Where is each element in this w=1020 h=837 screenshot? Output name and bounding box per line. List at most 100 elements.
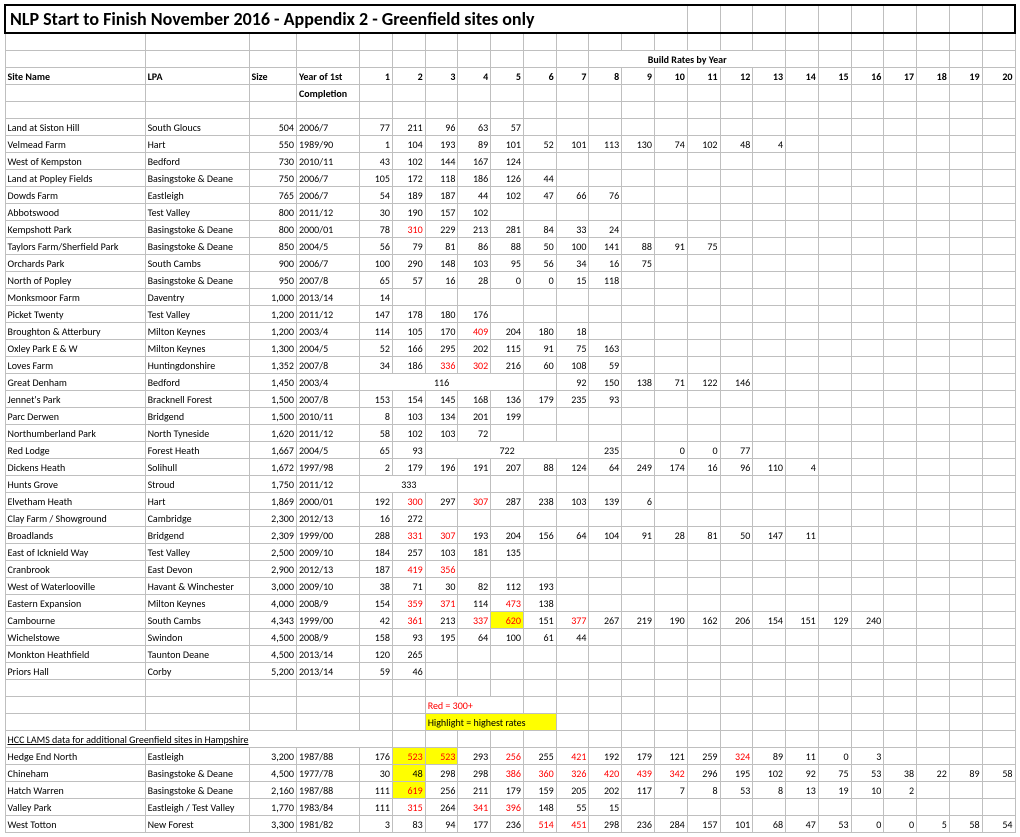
- year: 2006/7: [296, 119, 359, 136]
- value-cell: [982, 442, 1015, 459]
- value-cell: [458, 561, 491, 578]
- value-cell: 64: [589, 459, 622, 476]
- value-cell: [949, 187, 982, 204]
- site-name: Kempshott Park: [5, 221, 145, 238]
- value-cell: 54: [360, 187, 393, 204]
- value-cell: [884, 510, 917, 527]
- value-cell: 53: [818, 816, 851, 833]
- value-cell: [654, 187, 687, 204]
- value-cell: [786, 493, 819, 510]
- value-cell: 168: [458, 391, 491, 408]
- value-cell: 298: [425, 765, 458, 782]
- value-cell: 287: [491, 493, 524, 510]
- value-cell: [654, 289, 687, 306]
- value-cell: 136: [491, 391, 524, 408]
- value-cell: 11: [786, 748, 819, 765]
- value-cell: [982, 459, 1015, 476]
- year: 2013/14: [296, 646, 359, 663]
- value-cell: [818, 306, 851, 323]
- value-cell: 177: [458, 816, 491, 833]
- value-cell: [491, 425, 524, 442]
- value-cell: [884, 238, 917, 255]
- value-cell: 7: [654, 782, 687, 799]
- value-cell: [720, 425, 753, 442]
- size: 3,000: [249, 578, 296, 595]
- value-cell: 86: [458, 238, 491, 255]
- value-cell: [523, 374, 556, 391]
- value-cell: [556, 153, 589, 170]
- value-cell: [622, 391, 655, 408]
- value-cell: [622, 561, 655, 578]
- value-cell: [753, 306, 786, 323]
- value-cell: [884, 646, 917, 663]
- value-cell: [654, 629, 687, 646]
- site-name: Great Denham: [5, 374, 145, 391]
- value-cell: 65: [360, 272, 393, 289]
- value-cell: [753, 323, 786, 340]
- lpa: Forest Heath: [145, 442, 249, 459]
- value-cell: [786, 306, 819, 323]
- value-cell: [917, 595, 950, 612]
- value-cell: 138: [622, 374, 655, 391]
- value-cell: [720, 170, 753, 187]
- value-cell: [851, 204, 884, 221]
- value-cell: 8: [360, 408, 393, 425]
- value-cell: [917, 544, 950, 561]
- value-cell: 342: [654, 765, 687, 782]
- value-cell: [720, 476, 753, 493]
- value-cell: 77: [360, 119, 393, 136]
- value-cell: [949, 204, 982, 221]
- col-year-2: 2: [392, 68, 425, 85]
- value-cell: [851, 510, 884, 527]
- year: 2012/13: [296, 561, 359, 578]
- value-cell: [753, 578, 786, 595]
- value-cell: 102: [491, 187, 524, 204]
- table-row: Dowds FarmEastleigh7652006/7541891874410…: [5, 187, 1015, 204]
- value-cell: [917, 510, 950, 527]
- year: 2006/7: [296, 187, 359, 204]
- value-cell: 74: [654, 136, 687, 153]
- value-cell: 150: [589, 374, 622, 391]
- value-cell: 63: [458, 119, 491, 136]
- value-cell: [523, 425, 556, 442]
- lpa: Stroud: [145, 476, 249, 493]
- lpa: East Devon: [145, 561, 249, 578]
- value-cell: [589, 289, 622, 306]
- value-cell: [884, 663, 917, 680]
- value-cell: 326: [556, 765, 589, 782]
- value-cell: [917, 459, 950, 476]
- year: 1987/88: [296, 782, 359, 799]
- value-cell: [622, 646, 655, 663]
- value-cell: [982, 425, 1015, 442]
- value-cell: [556, 170, 589, 187]
- value-cell: 103: [392, 408, 425, 425]
- value-cell: 28: [654, 527, 687, 544]
- value-cell: 179: [392, 459, 425, 476]
- value-cell: [982, 136, 1015, 153]
- value-cell: [818, 221, 851, 238]
- value-cell: [884, 595, 917, 612]
- table-row: Hedge End NorthEastleigh3,2001987/881765…: [5, 748, 1015, 765]
- lpa: Daventry: [145, 289, 249, 306]
- value-cell: [982, 782, 1015, 799]
- col-year-15: 15: [818, 68, 851, 85]
- value-cell: [917, 119, 950, 136]
- size: 4,500: [249, 629, 296, 646]
- value-cell: [720, 629, 753, 646]
- value-cell: 134: [425, 408, 458, 425]
- value-cell: [720, 255, 753, 272]
- table-row: Eastern ExpansionMilton Keynes4,0002008/…: [5, 595, 1015, 612]
- value-cell: [654, 425, 687, 442]
- value-cell: [818, 459, 851, 476]
- value-cell: 451: [556, 816, 589, 833]
- value-cell: [425, 510, 458, 527]
- year: 2009/10: [296, 544, 359, 561]
- value-cell: 1: [360, 136, 393, 153]
- value-cell: [786, 408, 819, 425]
- value-cell: 419: [392, 561, 425, 578]
- value-cell: [818, 476, 851, 493]
- value-cell: [949, 374, 982, 391]
- value-cell: 48: [720, 136, 753, 153]
- value-cell: [982, 357, 1015, 374]
- value-cell: 180: [425, 306, 458, 323]
